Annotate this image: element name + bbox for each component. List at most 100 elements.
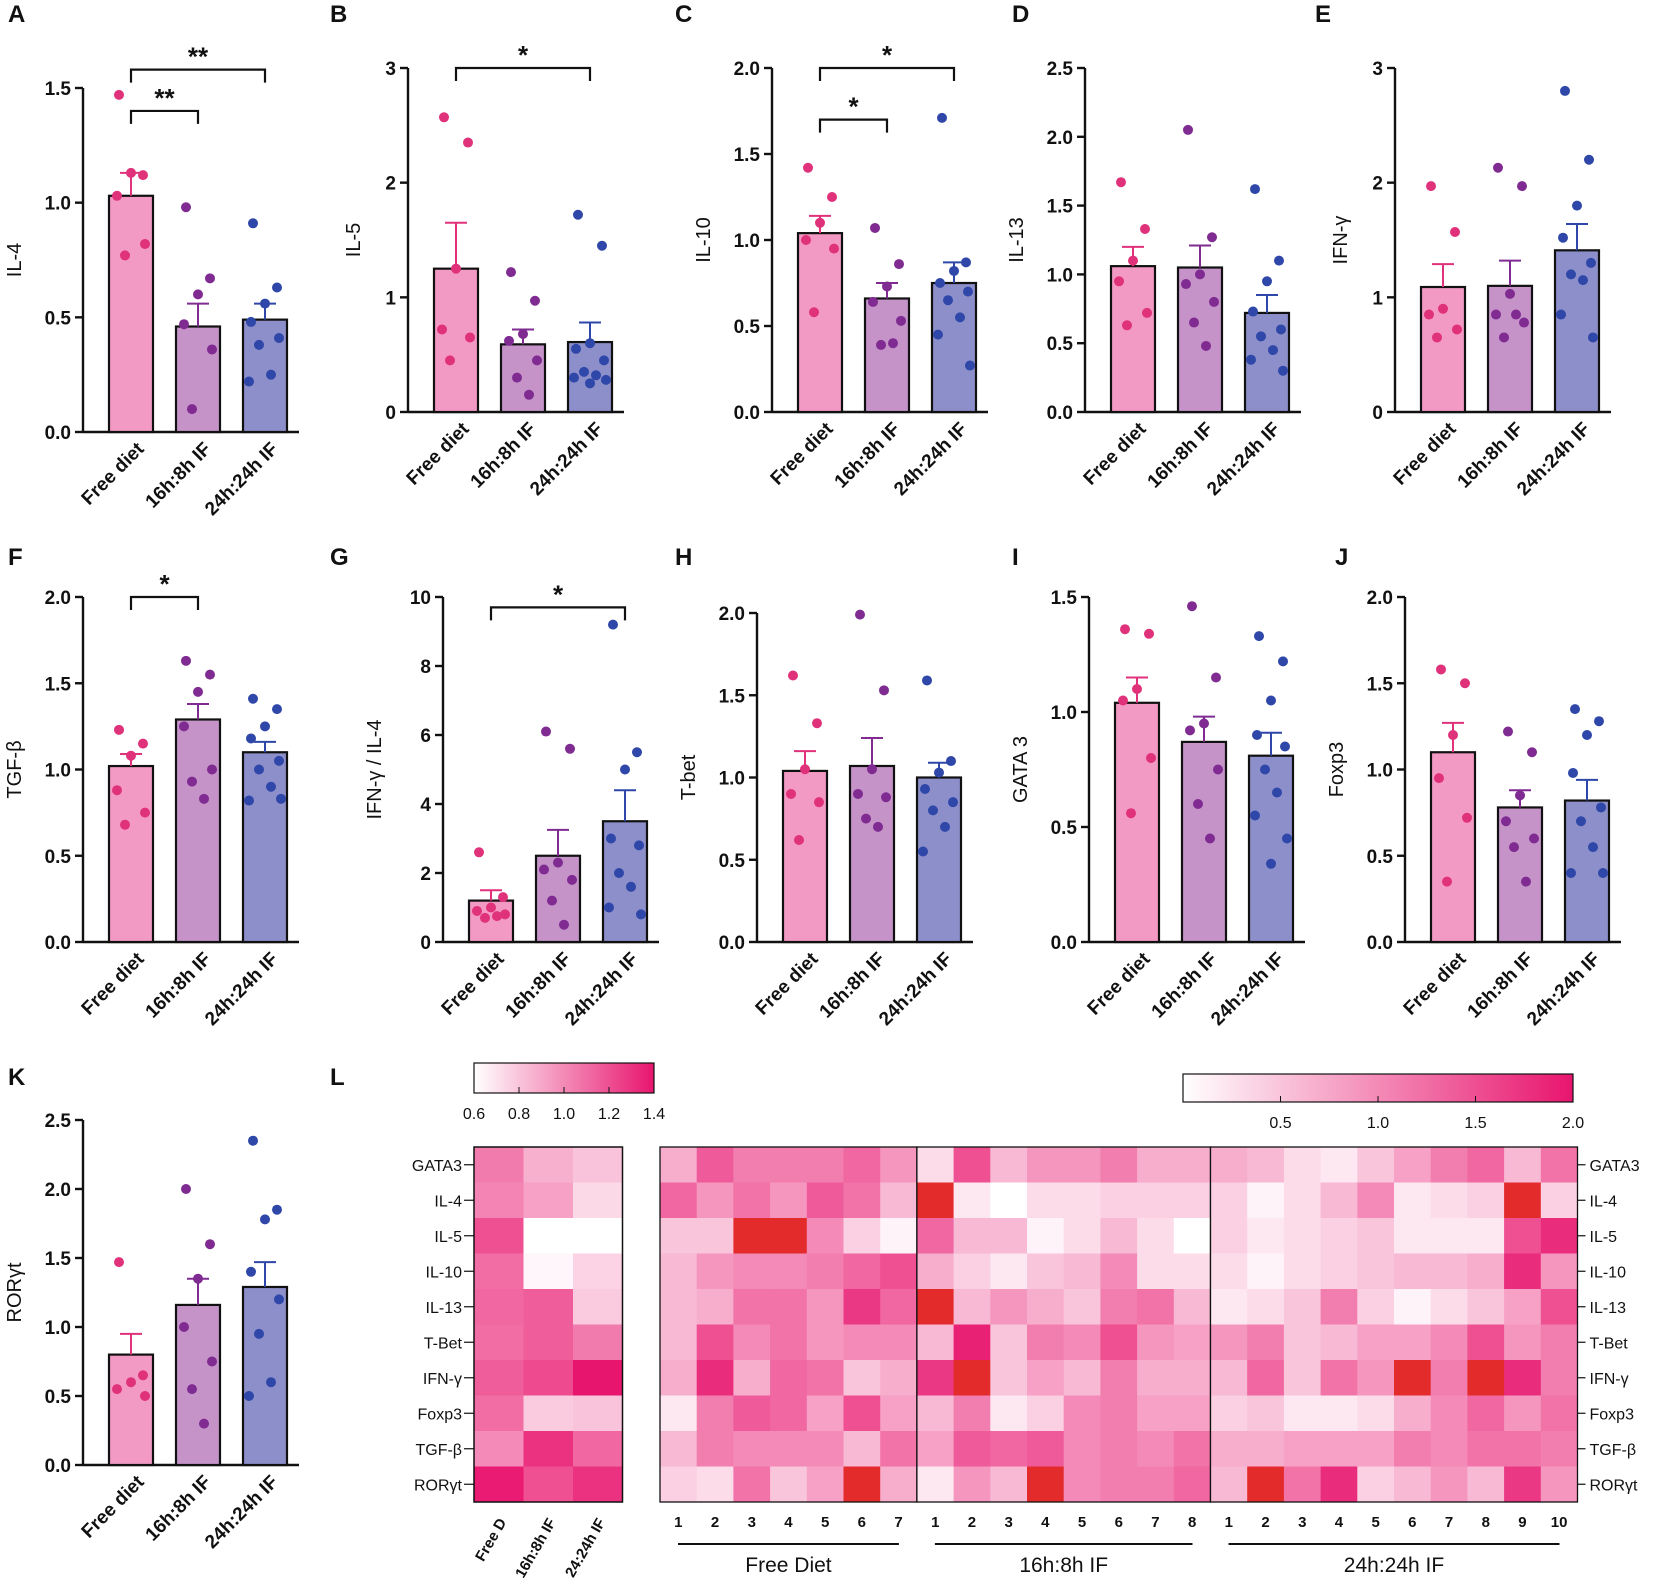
y-tick-label: 2.0	[719, 604, 745, 625]
heatmap-cell	[660, 1289, 698, 1325]
heatmap-cell	[1100, 1395, 1138, 1432]
panel-label-H: H	[675, 544, 692, 571]
panel-label-G: G	[330, 544, 349, 571]
data-point	[1195, 269, 1205, 280]
bar-16h-8h-if	[1486, 284, 1534, 414]
data-point	[539, 864, 549, 875]
panel-label-I: I	[1012, 544, 1019, 571]
data-point	[1505, 288, 1515, 299]
panel-label-A: A	[8, 1, 25, 28]
heatmap-cell	[733, 1182, 771, 1219]
heatmap-summary-cell	[523, 1466, 574, 1503]
data-point	[1519, 317, 1529, 328]
heatmap-cell	[1210, 1253, 1248, 1290]
data-point	[1570, 704, 1580, 715]
heatmap-row-label-left: GATA3	[412, 1158, 462, 1175]
heatmap-cell	[806, 1182, 844, 1219]
heatmap-row-label-right: IL-5	[1590, 1229, 1618, 1246]
data-point	[1588, 332, 1598, 343]
heatmap-cell	[843, 1182, 881, 1219]
data-point	[1120, 624, 1130, 635]
data-point	[1278, 656, 1288, 667]
y-tick-label: 6	[420, 726, 431, 747]
y-tick-label: 1.0	[1367, 761, 1393, 782]
y-tick-label: 10	[410, 588, 431, 609]
heatmap-summary-cell	[573, 1253, 623, 1290]
heatmap-cell	[1283, 1360, 1322, 1396]
heatmap-row-label-left: IL-10	[426, 1264, 463, 1281]
data-point	[896, 315, 906, 326]
heatmap-cell	[770, 1466, 808, 1503]
data-point	[606, 833, 616, 844]
heatmap-row-label-left: IL-5	[434, 1229, 462, 1246]
data-point	[260, 298, 270, 309]
x-category-label: 24h:24h IF	[1513, 419, 1594, 500]
heatmap-summary-cell	[474, 1395, 524, 1432]
group-colorbar-tick-label: 1.5	[1464, 1115, 1486, 1132]
data-point	[1560, 85, 1570, 96]
data-point	[920, 784, 930, 795]
heatmap-row-label-left: RORγt	[414, 1477, 463, 1494]
data-point	[1274, 255, 1284, 266]
heatmap-col-label: 5	[1078, 1514, 1086, 1531]
data-point	[179, 319, 189, 330]
x-category-label: Free diet	[78, 948, 149, 1019]
heatmap-row-label-right: RORγt	[1590, 1477, 1639, 1494]
data-point	[126, 1377, 136, 1388]
heatmap-summary-cell	[523, 1289, 574, 1325]
heatmap-cell	[1430, 1182, 1468, 1219]
heatmap-row-label-left: IL-13	[426, 1300, 463, 1317]
x-category-label: 24h:24h IF	[890, 419, 971, 500]
heatmap-cell	[1320, 1253, 1358, 1290]
significance-bracket	[454, 66, 592, 81]
heatmap-cell	[1430, 1466, 1468, 1503]
data-point	[882, 281, 892, 292]
heatmap-cell	[1357, 1182, 1395, 1219]
data-point	[274, 755, 284, 766]
heatmap-cell	[990, 1431, 1028, 1467]
x-category-label: Free diet	[752, 948, 823, 1019]
heatmap-cell	[770, 1182, 808, 1219]
heatmap-cell	[1063, 1324, 1101, 1361]
data-point	[946, 756, 956, 767]
data-point	[1460, 678, 1470, 689]
heatmap-cell	[1063, 1360, 1101, 1396]
data-point	[126, 167, 136, 178]
heatmap-cell	[953, 1147, 991, 1183]
summary-colorbar-tick-label: 1.2	[598, 1106, 620, 1123]
x-category-label: 24h:24h IF	[1523, 949, 1604, 1030]
heatmap-cell	[1357, 1289, 1395, 1325]
data-point	[193, 686, 203, 697]
heatmap-col-label: 1	[1225, 1514, 1233, 1531]
heatmap-cell	[806, 1395, 844, 1432]
heatmap-cell	[1430, 1431, 1468, 1467]
y-tick-label: 0.0	[1051, 933, 1077, 954]
y-tick-label: 0.0	[1367, 933, 1393, 954]
data-point	[961, 257, 971, 268]
data-point	[498, 892, 508, 903]
x-category-label: Free diet	[1390, 418, 1461, 489]
significance-bracket	[489, 606, 627, 621]
heatmap-cell	[1063, 1147, 1101, 1183]
heatmap-cell	[1173, 1253, 1211, 1290]
heatmap-cell	[660, 1324, 698, 1361]
heatmap-cell	[916, 1218, 955, 1254]
heatmap-cell	[953, 1289, 991, 1325]
data-point	[867, 764, 877, 775]
bar-free-diet	[107, 1353, 155, 1467]
data-point	[437, 324, 447, 335]
data-point	[809, 307, 819, 318]
heatmap-cell	[1173, 1289, 1211, 1325]
heatmap-cell	[1247, 1395, 1285, 1432]
y-axis-label: RORγt	[4, 1262, 26, 1322]
data-point	[500, 909, 510, 920]
heatmap-summary-cell	[474, 1360, 524, 1396]
panel-label-F: F	[8, 544, 23, 571]
data-point	[205, 1239, 215, 1250]
heatmap-cell	[660, 1253, 698, 1290]
heatmap-cell	[880, 1324, 918, 1361]
bar-free-diet	[1113, 701, 1161, 944]
heatmap-cell	[916, 1431, 955, 1467]
